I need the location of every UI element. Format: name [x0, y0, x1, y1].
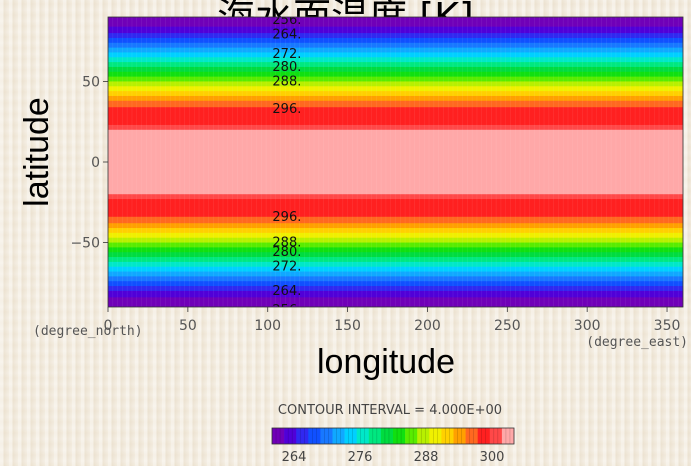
color-band: [108, 37, 683, 44]
colorbar: 264 276 288 300: [271, 427, 515, 465]
color-band: [108, 100, 683, 108]
colorbar-cell: [344, 428, 357, 444]
color-band: [108, 76, 683, 82]
colorbar-cell: [320, 428, 333, 444]
x-tick-label: 300: [574, 318, 601, 334]
contour-label: 256.: [272, 303, 301, 318]
color-band: [108, 26, 683, 34]
color-band: [108, 194, 683, 200]
contour-label: 280.: [272, 245, 301, 260]
color-band: [108, 228, 683, 234]
colorbar-cell: [332, 428, 345, 444]
colorbar-cell: [489, 428, 503, 444]
colorbar-tick-label: 276: [348, 450, 373, 465]
colorbar-cell: [368, 428, 382, 444]
color-band: [108, 86, 683, 92]
y-tick-label: −50: [70, 236, 100, 252]
colorbar-cell: [453, 428, 466, 444]
color-band: [108, 95, 683, 102]
x-tick-label: 350: [654, 318, 681, 334]
y-tick-label: 50: [82, 74, 100, 90]
colorbar-cell: [296, 428, 309, 444]
color-band: [108, 17, 683, 28]
color-band: [108, 57, 683, 63]
x-tick-label: 100: [254, 318, 281, 334]
color-band: [108, 107, 683, 126]
colorbar-cell: [272, 428, 285, 444]
color-band: [108, 71, 683, 78]
color-band: [108, 129, 683, 195]
colorbar-cell: [308, 428, 321, 444]
x-tick-label: 150: [334, 318, 361, 334]
colorbar-frame: [271, 427, 515, 445]
contour-label: 264.: [272, 284, 301, 299]
contour-label: 288.: [272, 74, 301, 89]
colorbar-tick-label: 300: [480, 450, 505, 465]
color-band: [108, 257, 683, 263]
colorbar-cell: [356, 428, 370, 444]
colorbar-cell: [477, 428, 491, 444]
x-tick-label: 50: [179, 318, 197, 334]
colorbar-cell: [405, 428, 418, 444]
x-tick-label: 0: [104, 318, 113, 334]
color-band: [108, 266, 683, 272]
colorbar-cell: [465, 428, 478, 444]
contour-label: 272.: [272, 260, 301, 275]
color-band: [108, 252, 683, 258]
contour-label: 280.: [272, 60, 301, 75]
color-band: [108, 91, 683, 97]
contour-label: 264.: [272, 28, 301, 43]
x-tick-label: 200: [414, 318, 441, 334]
y-unit-label: (degree_north): [33, 324, 143, 339]
contour-label: 272.: [272, 47, 301, 62]
colorbar-cell: [284, 428, 297, 444]
contour-label: 256.: [272, 13, 301, 28]
color-band: [108, 199, 683, 218]
contour-interval-text: CONTOUR INTERVAL = 4.000E+00: [278, 403, 502, 418]
color-band: [108, 290, 683, 298]
colorbar-cell: [380, 428, 394, 444]
color-band: [108, 124, 683, 131]
x-axis-label: longitude: [316, 343, 456, 381]
colorbar-tick-label: 288: [414, 450, 439, 465]
color-band: [108, 216, 683, 224]
color-band: [108, 286, 683, 292]
colorbar-cell: [441, 428, 454, 444]
x-unit-label: (degree_east): [586, 335, 688, 350]
color-band: [108, 247, 683, 253]
x-tick-label: 250: [494, 318, 521, 334]
color-band: [108, 47, 683, 53]
color-band: [108, 242, 683, 248]
color-band: [108, 62, 683, 68]
color-band: [108, 271, 683, 277]
color-band: [108, 281, 683, 287]
color-band: [108, 33, 683, 39]
colorbar-cell: [393, 428, 406, 444]
color-band: [108, 81, 683, 87]
color-band: [108, 232, 683, 239]
colorbar-cell: [429, 428, 442, 444]
contour-label: 296.: [272, 102, 301, 117]
plot-area: 256.264.272.280.288.296.296.288.280.272.…: [108, 13, 683, 318]
color-band: [108, 297, 683, 307]
colorbar-cell: [417, 428, 430, 444]
y-tick-label: 0: [91, 155, 100, 171]
contour-label: 288.: [272, 236, 301, 251]
color-band: [108, 261, 683, 268]
color-band: [108, 223, 683, 229]
color-band: [108, 66, 683, 73]
colorbar-tick-label: 264: [282, 450, 307, 465]
color-band: [108, 276, 683, 282]
color-band: [108, 42, 683, 49]
color-band: [108, 237, 683, 243]
contour-label: 296.: [272, 210, 301, 225]
colorbar-cell: [501, 428, 515, 444]
color-band: [108, 52, 683, 58]
